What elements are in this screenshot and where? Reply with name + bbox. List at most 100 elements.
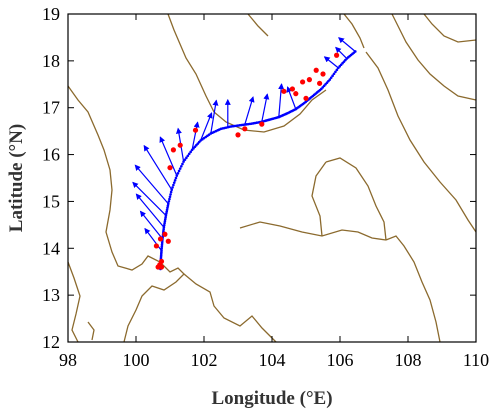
- track-dot: [171, 186, 174, 189]
- track-dot: [160, 245, 164, 249]
- track-dot: [335, 68, 339, 72]
- track-dot: [167, 200, 171, 203]
- x-tick-label: 102: [191, 350, 218, 370]
- y-tick-label: 15: [42, 191, 60, 211]
- track-dot: [187, 152, 191, 156]
- wind-vector: [323, 56, 339, 69]
- track-dot: [160, 243, 164, 247]
- track-dot: [178, 167, 182, 170]
- observation-point: [281, 88, 287, 94]
- wind-vector: [159, 136, 178, 176]
- track-dot: [162, 227, 165, 231]
- coastline-segment: [87, 321, 95, 341]
- observation-point: [259, 121, 265, 127]
- y-tick-label: 19: [42, 4, 60, 24]
- wind-vector: [134, 164, 169, 205]
- observation-point: [235, 132, 241, 138]
- coastline-segment: [213, 89, 327, 133]
- wind-vector: [286, 86, 297, 110]
- x-tick-label: 104: [259, 350, 286, 370]
- track-dot: [166, 206, 169, 209]
- observation-point: [303, 95, 309, 101]
- plot-frame: [67, 13, 477, 343]
- track-dot: [168, 195, 172, 199]
- observation-point: [293, 91, 299, 97]
- x-tick-label: 108: [395, 350, 422, 370]
- track-dot: [165, 210, 169, 213]
- y-tick-label: 16: [42, 145, 60, 165]
- track-dot: [163, 218, 167, 221]
- coastline-segment: [325, 157, 387, 241]
- x-axis-label: Longitude (°E): [211, 388, 332, 409]
- storm-track-layer: [159, 50, 357, 271]
- coastline-layer: [67, 13, 477, 343]
- coastline-segment: [183, 273, 277, 343]
- track-dot: [162, 229, 165, 233]
- y-axis-label: Latitude (°N): [6, 124, 27, 232]
- observation-point: [320, 71, 326, 77]
- wind-vector: [200, 112, 213, 141]
- track-dot: [172, 181, 176, 184]
- track-dot: [189, 150, 192, 154]
- coastline-segment: [365, 51, 477, 233]
- track-dot: [172, 183, 175, 187]
- wind-vector: [244, 96, 255, 125]
- wind-vector: [338, 37, 356, 52]
- wind-vector: [132, 181, 167, 216]
- track-dot: [334, 70, 337, 74]
- observation-point: [157, 262, 163, 268]
- coastline-segment: [67, 261, 81, 343]
- observation-point: [289, 86, 295, 92]
- coastline-segment: [343, 13, 365, 49]
- observation-point: [242, 126, 248, 132]
- track-dot: [169, 193, 172, 196]
- track-dot: [176, 172, 180, 175]
- observation-point: [170, 147, 176, 153]
- coastline-segment: [311, 161, 327, 237]
- observation-point: [162, 231, 168, 237]
- observation-point: [300, 79, 306, 85]
- track-dot: [165, 208, 169, 211]
- track-dot: [186, 154, 190, 158]
- observation-point: [167, 165, 173, 171]
- track-dot: [177, 169, 181, 173]
- observation-point: [313, 67, 319, 73]
- wind-vector: [261, 93, 270, 122]
- wind-vector: [210, 99, 219, 134]
- y-axis-ticks: 12 13 14 15 16 17 18 19: [42, 4, 476, 352]
- y-tick-label: 13: [42, 285, 60, 305]
- observation-points-layer: [153, 52, 340, 270]
- observation-point: [317, 80, 323, 86]
- x-tick-label: 110: [463, 350, 489, 370]
- wind-vector: [139, 210, 163, 240]
- wind-vector: [278, 83, 285, 118]
- track-dot: [163, 220, 167, 223]
- track-dot: [180, 164, 183, 168]
- x-tick-label: 100: [123, 350, 150, 370]
- coastline-segment: [247, 13, 269, 37]
- observation-point: [153, 243, 159, 249]
- coastline-segment: [385, 235, 441, 343]
- track-dot: [332, 72, 336, 76]
- y-tick-label: 14: [42, 238, 60, 258]
- track-dot: [169, 190, 173, 194]
- track-dot: [174, 176, 178, 180]
- coastline-segment: [239, 221, 387, 241]
- wind-vector: [143, 144, 173, 191]
- wind-vector-layer: [132, 37, 356, 251]
- track-dot: [173, 179, 177, 182]
- track-dot: [163, 221, 166, 225]
- observation-point: [192, 127, 199, 133]
- wind-vector: [191, 121, 200, 151]
- track-dot: [160, 241, 164, 245]
- coastline-segment: [167, 13, 215, 113]
- x-tick-label: 98: [59, 350, 77, 370]
- track-dot: [164, 216, 167, 219]
- observation-point: [334, 52, 340, 58]
- y-tick-label: 18: [42, 51, 60, 71]
- track-dot: [329, 76, 333, 79]
- track-dot: [185, 156, 188, 159]
- track-dot: [166, 204, 170, 208]
- coastline-segment: [423, 13, 477, 43]
